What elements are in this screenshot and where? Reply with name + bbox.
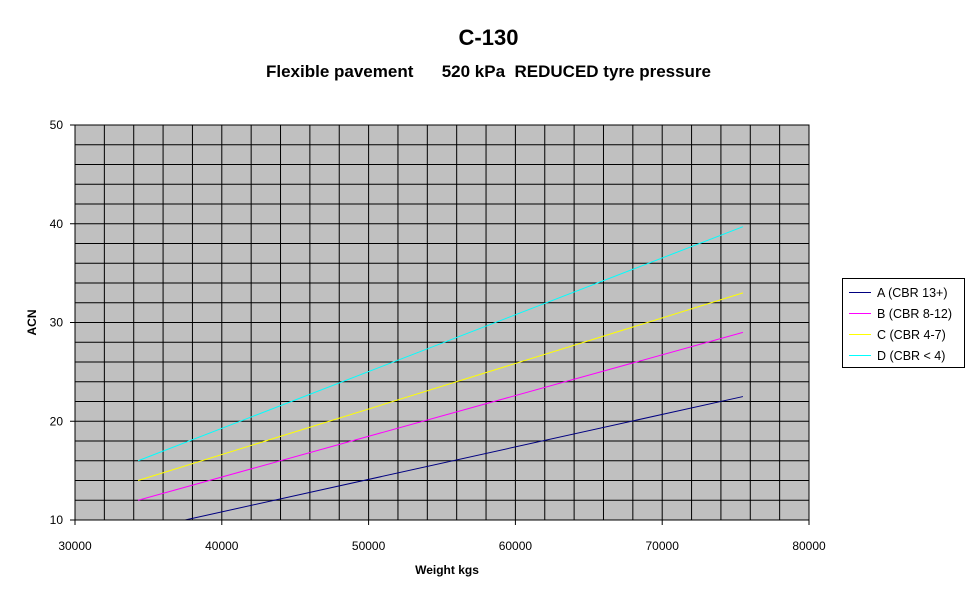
legend-item: A (CBR 13+) [843, 282, 964, 303]
y-axis: 10 20 30 40 50 [50, 118, 75, 527]
y-tick-label: 40 [50, 217, 64, 231]
legend-item: D (CBR < 4) [843, 345, 964, 366]
legend-swatch [849, 292, 871, 293]
legend-label: D (CBR < 4) [877, 348, 946, 363]
x-tick-label: 70000 [646, 539, 680, 553]
y-tick-label: 10 [50, 513, 64, 527]
legend-label: A (CBR 13+) [877, 285, 948, 300]
series-layer [137, 226, 744, 521]
x-tick-label: 80000 [792, 539, 826, 553]
x-tick-label: 60000 [499, 539, 533, 553]
chart-title: C-130 [458, 25, 519, 50]
x-axis-label: Weight kgs [415, 563, 479, 577]
legend-item: B (CBR 8-12) [843, 303, 964, 324]
x-tick-label: 40000 [205, 539, 239, 553]
x-tick-label: 50000 [352, 539, 386, 553]
y-axis-label: ACN [25, 310, 39, 336]
legend-item: C (CBR 4-7) [843, 324, 964, 345]
x-tick-label: 30000 [58, 539, 92, 553]
legend-label: C (CBR 4-7) [877, 327, 946, 342]
x-axis: 30000 40000 50000 60000 70000 80000 [58, 520, 826, 553]
chart-subtitle: Flexible pavement 520 kPa REDUCED tyre p… [265, 62, 712, 81]
legend-swatch [849, 355, 871, 356]
y-tick-label: 30 [50, 316, 64, 330]
y-tick-label: 50 [50, 118, 64, 132]
series-line-c [137, 292, 744, 481]
series-line-a [184, 396, 744, 521]
gridlines [74, 124, 810, 521]
y-tick-label: 20 [50, 414, 64, 428]
legend-swatch [849, 313, 871, 314]
series-line-d [137, 226, 744, 462]
legend-swatch [849, 334, 871, 335]
series-line-b [137, 331, 744, 501]
legend: A (CBR 13+) B (CBR 8-12) C (CBR 4-7) D (CBR… [842, 278, 965, 368]
legend-label: B (CBR 8-12) [877, 306, 953, 321]
